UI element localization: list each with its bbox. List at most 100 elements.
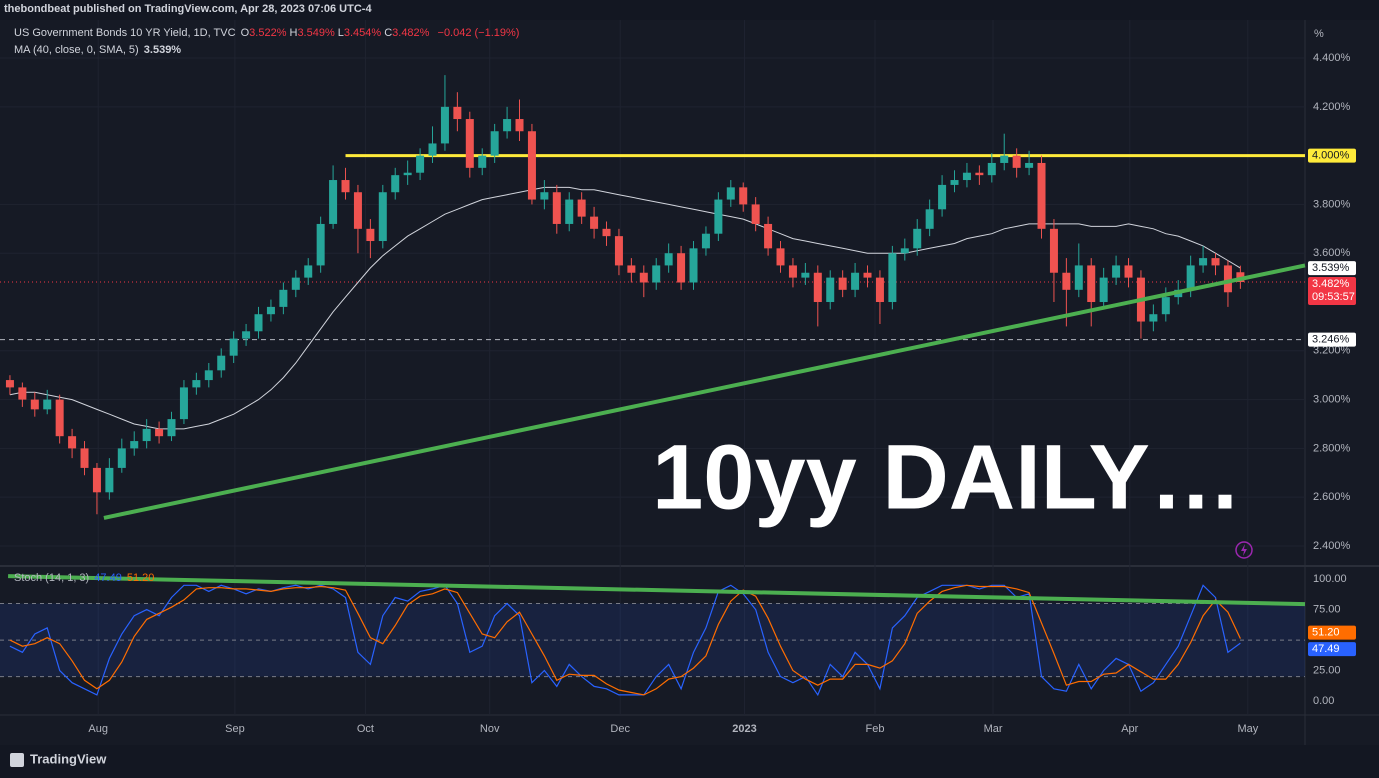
candle-body (1012, 155, 1021, 168)
stoch-tick-label: 0.00 (1313, 695, 1334, 707)
candle-body (55, 399, 64, 437)
level-label: 4.000% (1312, 150, 1350, 162)
candle-body (950, 180, 959, 185)
stoch-tick-label: 75.00 (1313, 604, 1341, 616)
unit-label: % (1314, 28, 1324, 40)
candle-body (229, 338, 238, 356)
candle-body (291, 277, 300, 290)
ohlc-key: L (337, 27, 344, 39)
candle-body (962, 172, 971, 181)
y-tick-label: 4.400% (1313, 52, 1351, 64)
attribution: thebondbeat published on TradingView.com… (4, 3, 372, 15)
y-tick-label: 3.800% (1313, 198, 1351, 210)
candle-body (751, 204, 760, 224)
candle-body (938, 184, 947, 210)
candle-body (1000, 155, 1009, 163)
candle-body (179, 387, 188, 420)
candle-body (453, 106, 462, 120)
ohlc-value: 3.454% (343, 27, 382, 39)
legend-main: US Government Bonds 10 YR Yield, 1D, TVC… (14, 27, 521, 39)
candle-body (577, 199, 586, 217)
candle-body (43, 399, 52, 410)
candle-body (341, 180, 350, 193)
candle-body (353, 192, 362, 229)
stoch-tag-box (1308, 642, 1356, 657)
candle-body (1112, 265, 1121, 278)
stoch-trendline (8, 574, 1306, 607)
candle-body (68, 436, 77, 449)
candle-body (590, 216, 599, 229)
candle-body (1025, 162, 1034, 168)
candle-body (366, 228, 375, 242)
stoch-name: Stoch (14, 1, 3) (14, 572, 90, 584)
candle-body (764, 223, 773, 249)
candle-body (465, 119, 474, 168)
candle-body (602, 228, 611, 237)
candle-body (117, 448, 126, 468)
trendline (103, 263, 1306, 520)
candle-body (714, 199, 723, 234)
candle-body (503, 119, 512, 132)
candle-body (652, 265, 661, 283)
candle-body (540, 192, 549, 200)
candle-body (826, 277, 835, 303)
candle-body (155, 428, 164, 437)
countdown: 09:53:57 (1312, 291, 1355, 303)
candle-body (614, 236, 623, 266)
candle-body (1049, 228, 1058, 273)
brand: TradingView (30, 751, 107, 766)
candle-body (788, 265, 797, 278)
y-tick-label: 2.800% (1313, 442, 1351, 454)
x-tick-label: May (1237, 723, 1258, 735)
candle-body (813, 272, 822, 303)
ma-last: 3.539% (143, 44, 182, 56)
candle-body (5, 380, 14, 388)
candle-body (80, 448, 89, 468)
y-tick-label: 2.400% (1313, 540, 1351, 552)
candle-body (689, 248, 698, 283)
candle-body (1087, 265, 1096, 303)
candle-body (838, 277, 847, 290)
candle-body (925, 209, 934, 229)
candle-body (1099, 277, 1108, 303)
last-price-tag: 3.482% (1312, 278, 1350, 290)
candle-body (490, 131, 499, 156)
candle-body (1074, 265, 1083, 290)
stoch-line (9, 584, 1241, 696)
candle-body (726, 187, 735, 200)
ma-line (9, 186, 1241, 430)
annotation: 10yy DAILY… (652, 426, 1242, 528)
candle-body (875, 277, 884, 303)
candle-body (266, 306, 275, 315)
candle-body (204, 370, 213, 381)
x-tick-label: Oct (357, 723, 374, 735)
ohlc-key: C (384, 27, 393, 39)
legend-ma: MA (40, close, 0, SMA, 5) 3.539% (14, 44, 183, 56)
candle-body (304, 265, 313, 278)
candle-body (18, 387, 27, 400)
candle-body (900, 248, 909, 254)
candle-body (242, 331, 251, 339)
alert-icon-bolt (1241, 544, 1247, 556)
candle-body (167, 419, 176, 437)
candle-body (142, 428, 151, 442)
legend-stoch: Stoch (14, 1, 3) 47.49 51.20 (14, 572, 156, 584)
candle-body (863, 272, 872, 278)
change: −0.042 (−1.19%) (437, 27, 520, 39)
candle-body (975, 172, 984, 176)
stoch-tag: 51.20 (1312, 627, 1340, 639)
x-tick-label: Feb (865, 723, 884, 735)
alert-icon[interactable] (1235, 541, 1253, 559)
symbol: US Government Bonds 10 YR Yield, 1D, TVC (14, 27, 236, 39)
candle-body (254, 314, 263, 332)
candle-body (316, 223, 325, 266)
y-tick-label: 3.000% (1313, 394, 1351, 406)
y-tick-label: 2.600% (1313, 491, 1351, 503)
candle-body (1223, 265, 1232, 293)
candle-body (105, 467, 114, 493)
candle-body (30, 399, 39, 410)
stoch-tick-label: 25.00 (1313, 664, 1341, 676)
level-label-box (1308, 332, 1356, 347)
candle-body (391, 175, 400, 193)
